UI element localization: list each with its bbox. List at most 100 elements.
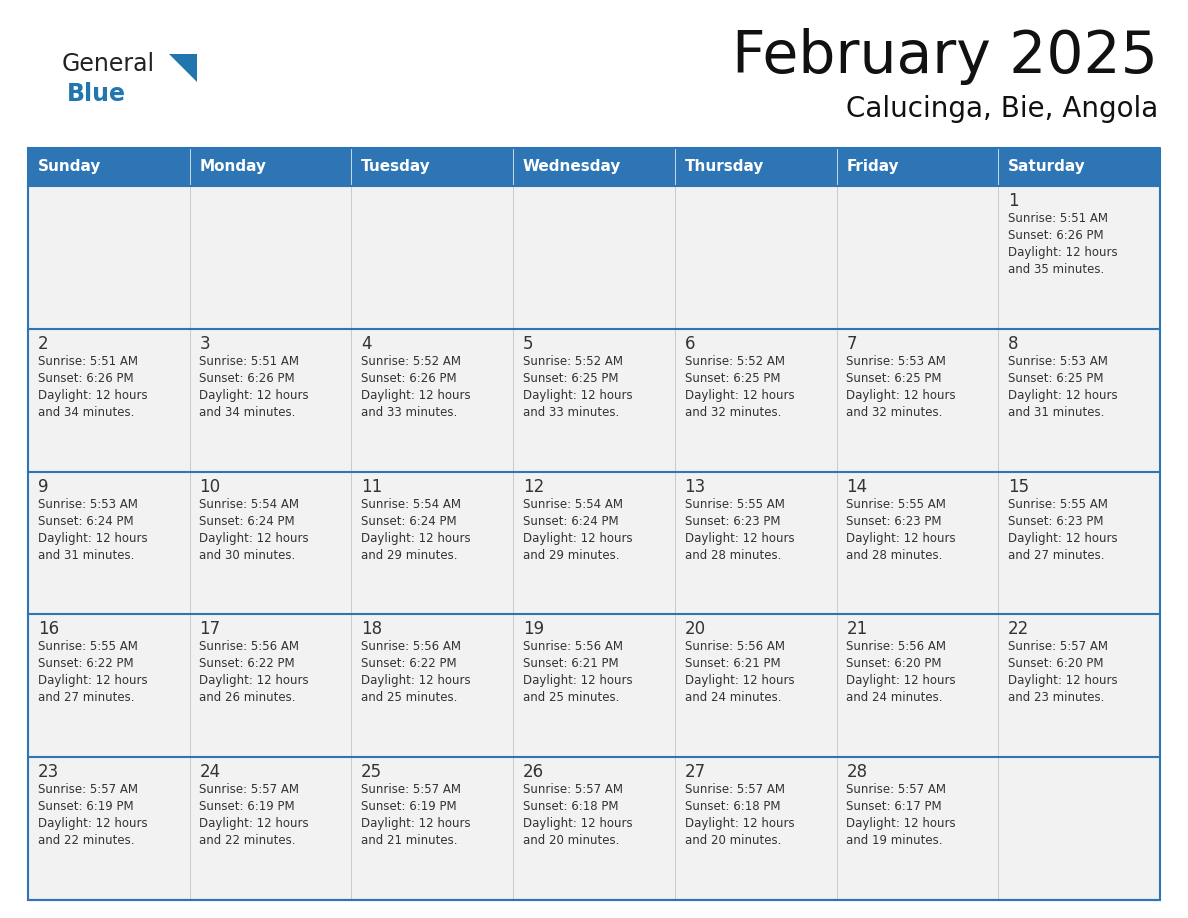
Text: Sunrise: 5:54 AM: Sunrise: 5:54 AM <box>523 498 623 510</box>
Text: Daylight: 12 hours: Daylight: 12 hours <box>361 675 470 688</box>
Bar <box>513 472 675 614</box>
Bar <box>998 472 1159 614</box>
Text: Daylight: 12 hours: Daylight: 12 hours <box>1007 389 1118 402</box>
Text: Daylight: 12 hours: Daylight: 12 hours <box>846 817 956 830</box>
Bar <box>29 472 190 614</box>
Text: Sunset: 6:20 PM: Sunset: 6:20 PM <box>1007 657 1104 670</box>
Text: Sunset: 6:19 PM: Sunset: 6:19 PM <box>361 800 456 813</box>
Text: 26: 26 <box>523 763 544 781</box>
Text: Sunrise: 5:52 AM: Sunrise: 5:52 AM <box>361 354 461 368</box>
Text: and 20 minutes.: and 20 minutes. <box>523 834 619 847</box>
Polygon shape <box>169 54 197 82</box>
Text: Daylight: 12 hours: Daylight: 12 hours <box>38 532 147 544</box>
Text: and 24 minutes.: and 24 minutes. <box>684 691 781 704</box>
Text: Sunset: 6:24 PM: Sunset: 6:24 PM <box>200 515 295 528</box>
Text: and 35 minutes.: and 35 minutes. <box>1007 263 1104 276</box>
Text: Daylight: 12 hours: Daylight: 12 hours <box>684 675 795 688</box>
Text: Daylight: 12 hours: Daylight: 12 hours <box>1007 532 1118 544</box>
Text: 25: 25 <box>361 763 383 781</box>
Text: 3: 3 <box>200 335 210 353</box>
Text: and 21 minutes.: and 21 minutes. <box>361 834 457 847</box>
Text: and 33 minutes.: and 33 minutes. <box>523 406 619 419</box>
Text: Sunset: 6:23 PM: Sunset: 6:23 PM <box>1007 515 1104 528</box>
Text: Tuesday: Tuesday <box>361 160 431 174</box>
Bar <box>352 186 513 329</box>
Text: Calucinga, Bie, Angola: Calucinga, Bie, Angola <box>846 95 1158 123</box>
Bar <box>513 757 675 900</box>
Text: Daylight: 12 hours: Daylight: 12 hours <box>361 817 470 830</box>
Bar <box>29 614 190 757</box>
Text: Friday: Friday <box>846 160 899 174</box>
Text: Sunrise: 5:57 AM: Sunrise: 5:57 AM <box>846 783 947 796</box>
Text: 8: 8 <box>1007 335 1018 353</box>
Text: Daylight: 12 hours: Daylight: 12 hours <box>523 389 632 402</box>
Text: Thursday: Thursday <box>684 160 764 174</box>
Text: 9: 9 <box>38 477 49 496</box>
Bar <box>675 757 836 900</box>
Bar <box>675 614 836 757</box>
Bar <box>190 472 352 614</box>
Text: 20: 20 <box>684 621 706 638</box>
Text: 22: 22 <box>1007 621 1029 638</box>
Text: and 25 minutes.: and 25 minutes. <box>361 691 457 704</box>
Text: Daylight: 12 hours: Daylight: 12 hours <box>200 817 309 830</box>
Text: and 19 minutes.: and 19 minutes. <box>846 834 943 847</box>
Text: Daylight: 12 hours: Daylight: 12 hours <box>846 389 956 402</box>
Text: Sunrise: 5:55 AM: Sunrise: 5:55 AM <box>38 641 138 654</box>
Text: 14: 14 <box>846 477 867 496</box>
Bar <box>513 614 675 757</box>
Text: Sunrise: 5:56 AM: Sunrise: 5:56 AM <box>523 641 623 654</box>
Text: Sunrise: 5:52 AM: Sunrise: 5:52 AM <box>684 354 784 368</box>
Text: Sunset: 6:18 PM: Sunset: 6:18 PM <box>684 800 781 813</box>
Text: Sunset: 6:24 PM: Sunset: 6:24 PM <box>523 515 619 528</box>
Text: Daylight: 12 hours: Daylight: 12 hours <box>523 817 632 830</box>
Text: Sunset: 6:21 PM: Sunset: 6:21 PM <box>523 657 619 670</box>
Text: Sunset: 6:20 PM: Sunset: 6:20 PM <box>846 657 942 670</box>
Text: Sunset: 6:22 PM: Sunset: 6:22 PM <box>38 657 133 670</box>
Text: Sunset: 6:24 PM: Sunset: 6:24 PM <box>38 515 133 528</box>
Text: and 27 minutes.: and 27 minutes. <box>1007 549 1105 562</box>
Text: 28: 28 <box>846 763 867 781</box>
Bar <box>675 329 836 472</box>
Text: Monday: Monday <box>200 160 266 174</box>
Text: Daylight: 12 hours: Daylight: 12 hours <box>523 675 632 688</box>
Bar <box>29 148 1159 186</box>
Text: Sunrise: 5:56 AM: Sunrise: 5:56 AM <box>200 641 299 654</box>
Text: Sunrise: 5:52 AM: Sunrise: 5:52 AM <box>523 354 623 368</box>
Bar <box>29 186 190 329</box>
Text: 7: 7 <box>846 335 857 353</box>
Text: and 20 minutes.: and 20 minutes. <box>684 834 781 847</box>
Text: 10: 10 <box>200 477 221 496</box>
Text: Sunset: 6:25 PM: Sunset: 6:25 PM <box>846 372 942 385</box>
Bar <box>675 186 836 329</box>
Text: 13: 13 <box>684 477 706 496</box>
Text: Sunset: 6:23 PM: Sunset: 6:23 PM <box>846 515 942 528</box>
Text: Sunset: 6:17 PM: Sunset: 6:17 PM <box>846 800 942 813</box>
Text: Sunset: 6:26 PM: Sunset: 6:26 PM <box>361 372 456 385</box>
Text: Daylight: 12 hours: Daylight: 12 hours <box>523 532 632 544</box>
Text: Sunrise: 5:55 AM: Sunrise: 5:55 AM <box>846 498 946 510</box>
Text: Sunrise: 5:54 AM: Sunrise: 5:54 AM <box>361 498 461 510</box>
Text: Daylight: 12 hours: Daylight: 12 hours <box>846 675 956 688</box>
Text: 5: 5 <box>523 335 533 353</box>
Bar <box>352 757 513 900</box>
Text: 24: 24 <box>200 763 221 781</box>
Text: and 28 minutes.: and 28 minutes. <box>846 549 942 562</box>
Bar <box>29 329 190 472</box>
Text: and 27 minutes.: and 27 minutes. <box>38 691 134 704</box>
Bar <box>998 757 1159 900</box>
Text: and 29 minutes.: and 29 minutes. <box>523 549 619 562</box>
Text: and 34 minutes.: and 34 minutes. <box>200 406 296 419</box>
Text: Sunrise: 5:57 AM: Sunrise: 5:57 AM <box>200 783 299 796</box>
Text: and 29 minutes.: and 29 minutes. <box>361 549 457 562</box>
Text: and 32 minutes.: and 32 minutes. <box>846 406 942 419</box>
Text: Sunset: 6:19 PM: Sunset: 6:19 PM <box>200 800 295 813</box>
Text: Sunset: 6:25 PM: Sunset: 6:25 PM <box>1007 372 1104 385</box>
Text: Sunday: Sunday <box>38 160 101 174</box>
Text: 16: 16 <box>38 621 59 638</box>
Bar <box>190 329 352 472</box>
Text: and 26 minutes.: and 26 minutes. <box>200 691 296 704</box>
Text: Daylight: 12 hours: Daylight: 12 hours <box>200 532 309 544</box>
Text: Sunrise: 5:53 AM: Sunrise: 5:53 AM <box>846 354 946 368</box>
Text: Daylight: 12 hours: Daylight: 12 hours <box>846 532 956 544</box>
